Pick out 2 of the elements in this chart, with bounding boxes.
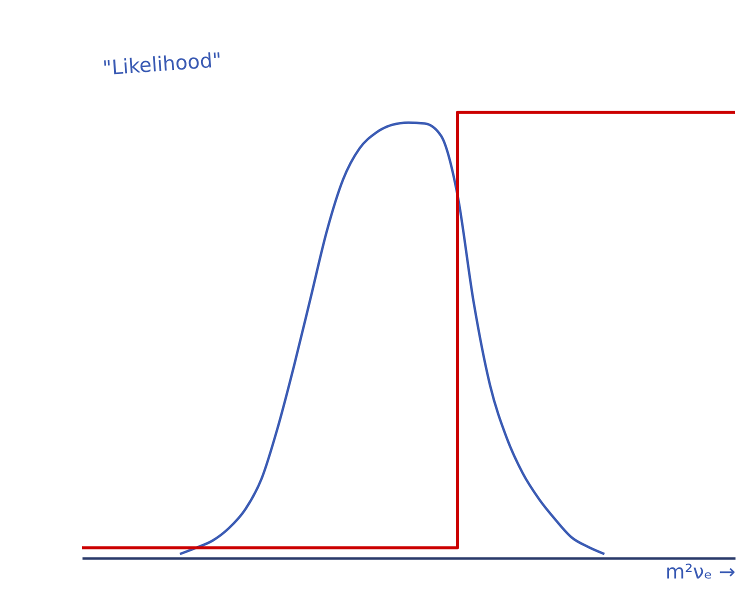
text: "Likelihood" <box>102 48 222 80</box>
x-axis-title: m²νₑ → <box>665 560 736 584</box>
